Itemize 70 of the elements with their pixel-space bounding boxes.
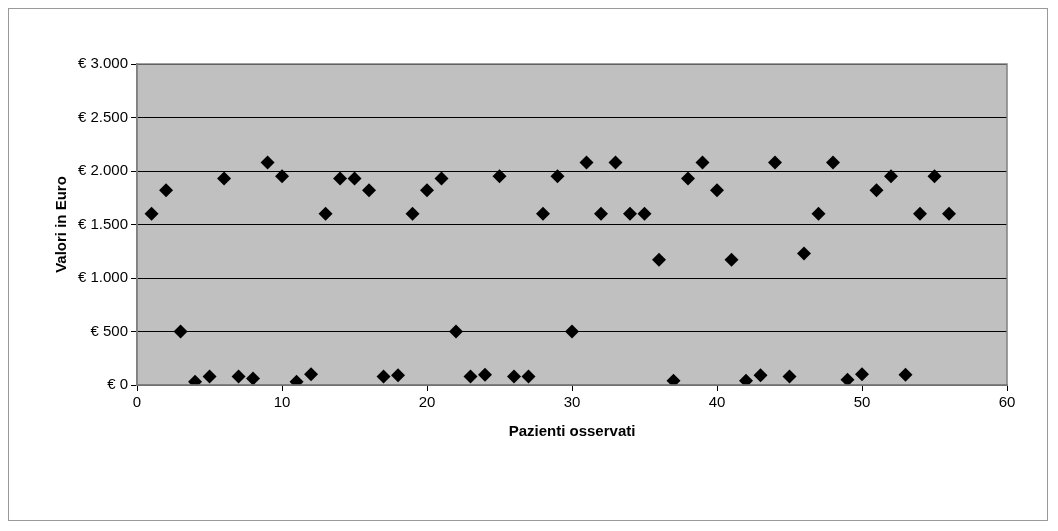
point bbox=[565, 324, 580, 339]
point bbox=[739, 373, 754, 385]
point bbox=[420, 183, 435, 198]
point bbox=[304, 367, 319, 382]
point bbox=[463, 369, 478, 384]
point bbox=[202, 369, 217, 384]
point bbox=[884, 169, 899, 184]
point bbox=[913, 206, 928, 221]
point bbox=[695, 155, 710, 170]
x-tick-label: 40 bbox=[708, 393, 726, 411]
point bbox=[782, 369, 797, 384]
point bbox=[434, 171, 449, 186]
point bbox=[376, 369, 391, 384]
x-tick-label: 50 bbox=[853, 393, 871, 411]
y-tick-label: € 0 bbox=[107, 375, 129, 393]
point bbox=[507, 369, 522, 384]
point bbox=[550, 169, 565, 184]
point bbox=[391, 368, 406, 383]
point bbox=[318, 206, 333, 221]
point bbox=[478, 367, 493, 382]
point bbox=[898, 367, 913, 382]
x-tick-label: 0 bbox=[132, 393, 142, 411]
point bbox=[942, 206, 956, 221]
y-axis-title: Valori in Euro bbox=[52, 176, 70, 273]
point bbox=[855, 367, 870, 382]
point bbox=[681, 171, 696, 186]
point bbox=[666, 373, 681, 385]
point bbox=[623, 206, 638, 221]
point bbox=[521, 369, 536, 384]
point bbox=[594, 206, 609, 221]
y-tick-label: € 3.000 bbox=[78, 54, 129, 72]
x-tick-label: 30 bbox=[563, 393, 581, 411]
x-axis-title: Pazienti osservati bbox=[508, 422, 636, 440]
point bbox=[536, 206, 551, 221]
point bbox=[260, 155, 275, 170]
point bbox=[362, 183, 377, 198]
point bbox=[637, 206, 652, 221]
point bbox=[826, 155, 841, 170]
y-tick-label: € 500 bbox=[90, 321, 129, 339]
point bbox=[347, 171, 362, 186]
point bbox=[652, 252, 667, 267]
point bbox=[492, 169, 507, 184]
point bbox=[333, 171, 348, 186]
point bbox=[579, 155, 594, 170]
point bbox=[217, 171, 232, 186]
x-tick-label: 10 bbox=[273, 393, 291, 411]
point bbox=[173, 324, 188, 339]
y-tick-label: € 1.000 bbox=[78, 268, 129, 286]
point bbox=[246, 371, 261, 385]
y-tick-label: € 1.500 bbox=[78, 214, 129, 232]
point bbox=[840, 372, 855, 385]
point bbox=[927, 169, 942, 184]
x-tick-label: 20 bbox=[418, 393, 436, 411]
point bbox=[405, 206, 420, 221]
point bbox=[753, 368, 768, 383]
y-tick-label: € 2.000 bbox=[78, 161, 129, 179]
point bbox=[869, 183, 884, 198]
x-tick-label: 60 bbox=[998, 393, 1016, 411]
y-tick-label: € 2.500 bbox=[78, 107, 129, 125]
point bbox=[275, 169, 290, 184]
point bbox=[797, 246, 812, 261]
point bbox=[811, 206, 826, 221]
point bbox=[768, 155, 783, 170]
point bbox=[144, 206, 159, 221]
point bbox=[710, 183, 725, 198]
point bbox=[231, 369, 246, 384]
point bbox=[724, 252, 739, 267]
point bbox=[159, 183, 174, 198]
point bbox=[449, 324, 464, 339]
point bbox=[608, 155, 623, 170]
